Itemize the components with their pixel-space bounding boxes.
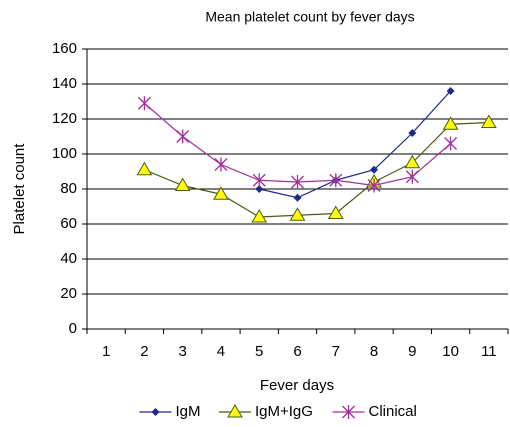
data-point [327,205,344,219]
data-point [404,154,421,169]
series-line [144,102,451,187]
data-point [329,173,343,188]
y-tick-label: 80 [60,180,77,197]
y-tick-label: 140 [52,75,77,92]
data-point [136,161,153,176]
x-tick-label: 2 [140,343,148,360]
x-tick-label: 4 [217,343,225,360]
y-axis-label: Platelet count [11,143,28,235]
data-point [444,136,458,151]
data-point [367,178,381,193]
series-line [259,90,452,199]
data-point [370,165,379,174]
data-point [480,114,497,128]
data-point [291,175,304,189]
data-point [252,173,266,188]
x-tick-label: 6 [293,343,301,360]
y-tick-label: 20 [60,285,77,302]
y-tick-label: 160 [52,40,77,57]
data-point [174,177,191,191]
legend-label: IgM+IgG [255,403,313,420]
x-tick-label: 11 [481,343,497,360]
legend-marker [342,405,355,419]
legend-label: Clinical [369,403,417,420]
data-point [442,116,459,130]
legend-label: IgM [176,403,201,420]
data-point [176,129,190,144]
y-tick-label: 60 [60,215,77,232]
x-tick-label: 9 [408,343,416,360]
x-axis-label: Fever days [260,377,334,394]
y-tick-label: 120 [52,110,77,127]
data-point [289,207,306,221]
y-tick-label: 40 [60,250,77,267]
x-tick-label: 3 [179,343,187,360]
y-tick-label: 0 [69,320,77,337]
data-point [293,193,302,202]
x-tick-label: 5 [255,343,263,360]
data-point [446,87,455,95]
x-tick-label: 1 [102,343,110,360]
data-point [214,157,228,172]
data-point [137,96,151,111]
series-line [144,121,489,218]
data-point [405,169,419,184]
data-point [213,186,229,200]
data-point [251,209,268,223]
data-point [408,129,417,137]
x-tick-label: 8 [370,343,378,360]
legend-marker [227,404,243,418]
chart-title: Mean platelet count by fever days [205,9,414,25]
data-point [255,185,264,193]
x-tick-label: 7 [332,343,340,360]
x-tick-label: 10 [442,343,459,360]
legend-marker [151,408,160,416]
y-tick-label: 100 [52,145,77,162]
